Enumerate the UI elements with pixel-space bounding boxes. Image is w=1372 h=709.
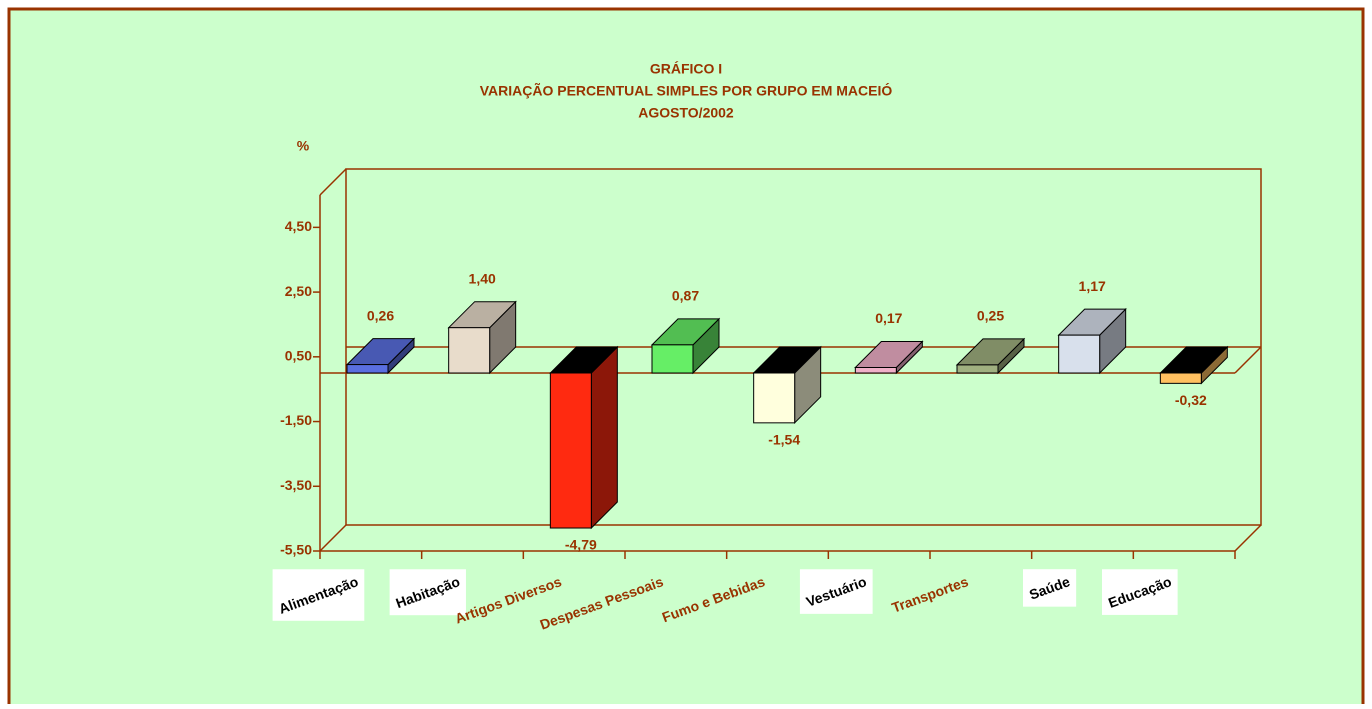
- x-label-card: [389, 569, 466, 616]
- bar: [752, 345, 822, 425]
- y-tick-label: 4,50: [285, 218, 312, 234]
- value-label: 0,26: [367, 307, 394, 323]
- bar-front: [753, 372, 796, 424]
- bar-front: [448, 327, 491, 374]
- bar: [447, 300, 517, 375]
- x-label-card: [799, 569, 873, 614]
- x-label-card: [272, 569, 365, 621]
- value-label: -0,32: [1175, 392, 1207, 408]
- value-label: 0,87: [672, 288, 699, 304]
- bar: [650, 317, 721, 375]
- bar-front: [549, 372, 592, 529]
- bar-front: [1159, 372, 1202, 384]
- wall-edge: [319, 168, 347, 196]
- bar-side: [590, 345, 618, 530]
- bar: [1159, 345, 1229, 385]
- bar: [345, 337, 416, 375]
- zero-line-edge: [1234, 346, 1262, 374]
- value-label: 1,40: [469, 270, 496, 286]
- chart-title: GRÁFICO I: [650, 61, 722, 77]
- bar-front: [854, 366, 897, 374]
- bar-front: [346, 364, 389, 374]
- wall-edge: [319, 524, 347, 552]
- y-tick-label: -1,50: [280, 412, 312, 428]
- y-tick-label: 2,50: [285, 283, 312, 299]
- chart-title: AGOSTO/2002: [638, 105, 734, 121]
- value-label: 0,25: [977, 308, 1004, 324]
- x-label-card: [1102, 569, 1178, 615]
- value-label: -1,54: [768, 432, 800, 448]
- y-tick-label: -3,50: [280, 477, 312, 493]
- bar: [1057, 307, 1127, 375]
- chart-title: VARIAÇÃO PERCENTUAL SIMPLES POR GRUPO EM…: [480, 82, 893, 99]
- value-label: 0,17: [875, 310, 902, 326]
- y-axis-label: %: [297, 138, 310, 154]
- x-label-card: [1023, 569, 1077, 607]
- bar-front: [651, 344, 694, 374]
- bar-front: [1058, 334, 1101, 374]
- bar: [955, 337, 1026, 375]
- bar: [854, 340, 924, 375]
- y-tick-label: 0,50: [285, 348, 312, 364]
- value-label: -4,79: [565, 537, 597, 553]
- bar-front: [956, 364, 999, 374]
- y-tick-label: -5,50: [280, 542, 312, 558]
- wall-edge: [1234, 524, 1262, 552]
- value-label: 1,17: [1079, 278, 1106, 294]
- bar: [549, 345, 619, 530]
